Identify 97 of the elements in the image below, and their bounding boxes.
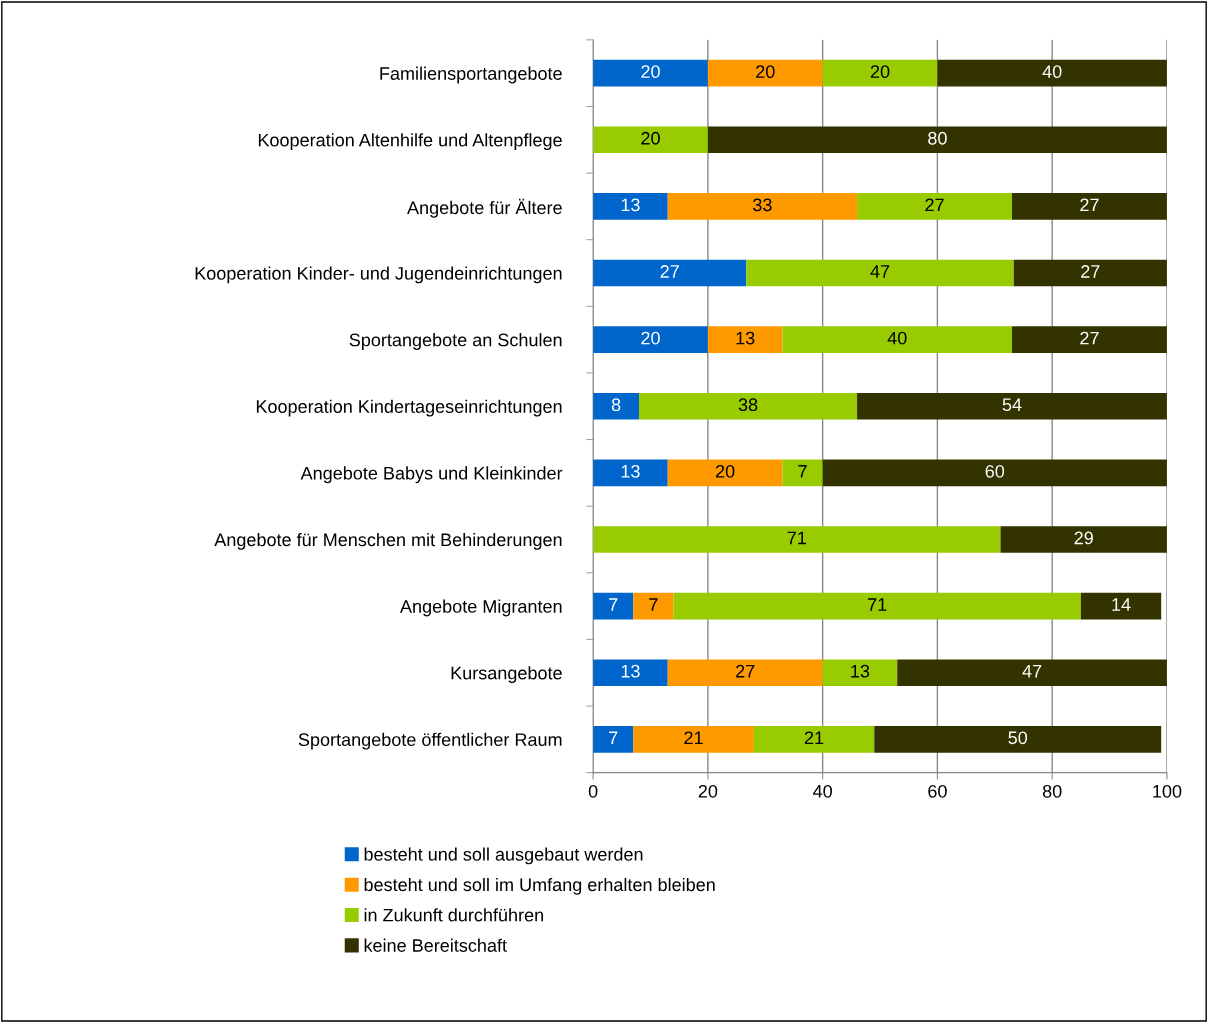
bar bbox=[639, 392, 858, 420]
data-label: 40 bbox=[1042, 65, 1062, 79]
bar bbox=[822, 59, 938, 87]
bar bbox=[746, 259, 1014, 287]
bar bbox=[593, 392, 640, 420]
bar bbox=[593, 126, 708, 154]
bar bbox=[707, 59, 823, 87]
y-tick-label: Kursangebote bbox=[451, 666, 562, 683]
y-tick-label: Kooperation Kinder- und Jugendeinrichtungen bbox=[195, 266, 562, 284]
y-tick-label: Angebote für Ältere bbox=[407, 198, 562, 218]
legend-label: in Zukunft durchführen bbox=[364, 908, 543, 922]
y-tick-label: Angebote Migranten bbox=[400, 599, 562, 617]
bar bbox=[782, 459, 823, 487]
bar bbox=[822, 459, 1167, 487]
data-label: 29 bbox=[1074, 531, 1093, 545]
y-tick-label: Angebote Babys und Kleinkinder bbox=[300, 466, 563, 484]
data-label: 38 bbox=[738, 398, 758, 412]
bar bbox=[667, 659, 823, 687]
bar bbox=[593, 59, 708, 87]
data-label: 13 bbox=[621, 664, 640, 678]
data-label: 7 bbox=[649, 598, 658, 611]
data-label: 71 bbox=[868, 598, 887, 611]
data-label: 54 bbox=[1002, 398, 1022, 412]
data-label: 47 bbox=[1022, 664, 1042, 678]
bar bbox=[937, 59, 1167, 87]
bar bbox=[1080, 592, 1162, 620]
data-label: 33 bbox=[753, 198, 772, 212]
y-tick-label: Kooperation Altenhilfe und Altenpflege bbox=[258, 133, 562, 151]
bar bbox=[753, 726, 875, 753]
data-label: 27 bbox=[1080, 198, 1099, 212]
data-label: 8 bbox=[611, 398, 621, 412]
legend-label: besteht und soll im Umfang erhalten bleiben bbox=[364, 877, 715, 895]
bar bbox=[857, 392, 1167, 420]
data-label: 7 bbox=[609, 598, 618, 611]
data-label: 80 bbox=[928, 131, 947, 145]
data-label: 7 bbox=[798, 465, 807, 478]
data-label: 27 bbox=[925, 198, 944, 212]
bar bbox=[897, 659, 1167, 687]
bar bbox=[593, 459, 668, 487]
x-tick-label: 20 bbox=[698, 784, 718, 798]
data-label: 40 bbox=[887, 331, 907, 345]
x-tick-label: 80 bbox=[1042, 784, 1062, 798]
bar bbox=[707, 326, 783, 353]
bar bbox=[667, 193, 858, 220]
bar bbox=[782, 326, 1012, 353]
data-label: 20 bbox=[641, 65, 660, 79]
legend-label: keine Bereitschaft bbox=[364, 938, 507, 952]
bar bbox=[593, 326, 708, 353]
bar bbox=[874, 726, 1162, 753]
data-label: 7 bbox=[609, 731, 618, 744]
data-label: 50 bbox=[1008, 731, 1028, 745]
data-label: 13 bbox=[851, 664, 870, 678]
data-label: 71 bbox=[787, 531, 806, 545]
data-label: 13 bbox=[621, 198, 640, 212]
data-label: 27 bbox=[736, 664, 755, 678]
bar bbox=[593, 526, 1001, 553]
x-tick-label: 0 bbox=[588, 784, 598, 798]
data-label: 60 bbox=[985, 464, 1005, 478]
bar bbox=[593, 259, 747, 287]
legend-label: besteht und soll ausgebaut werden bbox=[364, 847, 643, 865]
bar bbox=[633, 592, 674, 620]
data-label: 21 bbox=[684, 731, 703, 744]
data-label: 14 bbox=[1112, 598, 1131, 611]
y-tick-label: Sportangebote an Schulen bbox=[349, 333, 562, 350]
y-tick-label: Angebote für Menschen mit Behinderungen bbox=[214, 532, 562, 550]
bar bbox=[593, 193, 668, 220]
y-tick-label: Familiensportangebote bbox=[380, 66, 562, 84]
bar bbox=[633, 726, 754, 753]
bar bbox=[1013, 259, 1167, 287]
x-tick-label: 60 bbox=[928, 784, 947, 798]
data-label: 27 bbox=[660, 265, 679, 278]
x-tick-label: 100 bbox=[1153, 784, 1182, 798]
data-label: 13 bbox=[736, 331, 755, 345]
data-label: 47 bbox=[870, 265, 890, 278]
data-label: 20 bbox=[641, 131, 660, 145]
data-label: 20 bbox=[870, 65, 890, 79]
bar bbox=[707, 126, 1167, 154]
y-tick-label: Sportangebote öffentlicher Raum bbox=[298, 732, 562, 750]
bar bbox=[667, 459, 783, 487]
bar bbox=[857, 193, 1012, 220]
bar bbox=[673, 592, 1081, 620]
x-tick-label: 40 bbox=[813, 784, 832, 798]
data-label: 27 bbox=[1080, 331, 1099, 345]
data-label: 27 bbox=[1081, 265, 1100, 278]
bar bbox=[593, 592, 634, 620]
bar bbox=[1012, 326, 1167, 353]
y-tick-label: Kooperation Kindertageseinrichtungen bbox=[256, 399, 562, 417]
bar bbox=[1000, 526, 1167, 553]
bar bbox=[593, 726, 634, 753]
bar bbox=[822, 659, 898, 687]
data-label: 13 bbox=[621, 464, 640, 478]
data-label: 20 bbox=[715, 464, 735, 478]
bar bbox=[1012, 193, 1167, 220]
data-label: 21 bbox=[804, 731, 824, 744]
data-label: 20 bbox=[756, 65, 775, 79]
bar bbox=[593, 659, 668, 687]
data-label: 20 bbox=[641, 331, 660, 345]
